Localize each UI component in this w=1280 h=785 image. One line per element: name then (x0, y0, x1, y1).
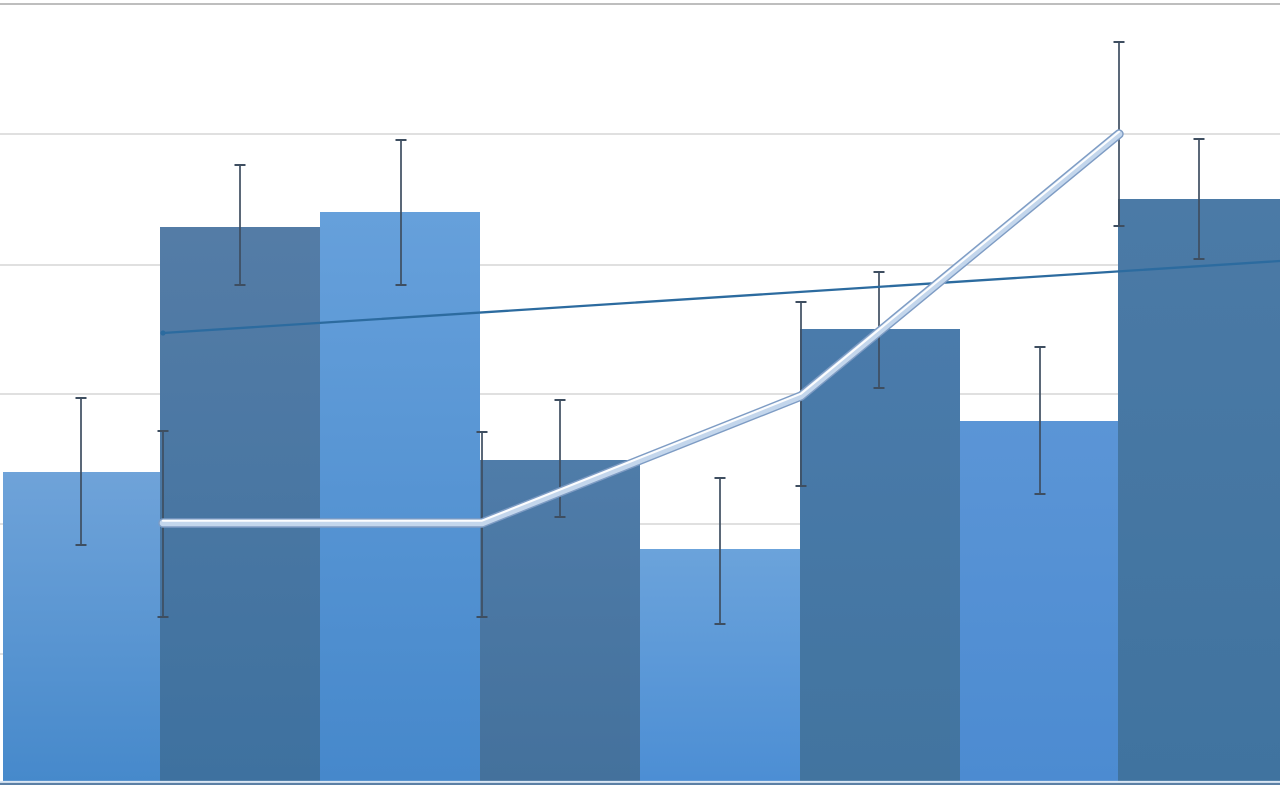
trend-line-thin (161, 259, 1280, 335)
trend-line-thick-body (159, 130, 1123, 527)
trend-line-thick-highlight (161, 130, 1121, 522)
bar-3 (320, 212, 480, 782)
bar-6 (800, 329, 960, 782)
bar-8 (1118, 199, 1280, 782)
trend-line-thin-start-marker (160, 330, 166, 336)
bar-2 (160, 227, 320, 782)
bar-7 (960, 421, 1118, 782)
